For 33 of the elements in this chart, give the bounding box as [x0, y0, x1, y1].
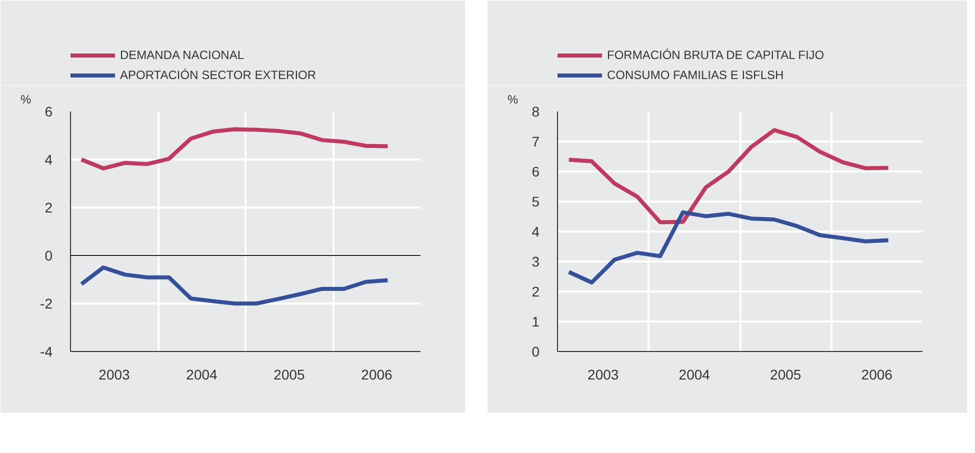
y-tick-label: 2: [532, 284, 540, 300]
line-series: [566, 128, 890, 224]
y-axis-title: %: [20, 92, 32, 106]
x-tick-label: 2004: [186, 366, 218, 382]
y-axis-title: %: [508, 92, 518, 106]
y-tick-label: 5: [532, 194, 540, 210]
legend-label: CONSUMO FAMILIAS E ISFLSH: [607, 68, 784, 82]
y-tick-label: 7: [532, 134, 540, 150]
x-tick-label: 2004: [678, 366, 710, 382]
y-tick-label: 6: [532, 164, 540, 180]
line-series: [79, 266, 390, 306]
y-tick-label: 4: [44, 152, 53, 168]
x-tick-label: 2003: [98, 366, 130, 382]
y-tick-label: -2: [40, 296, 53, 312]
legend-label: FORMACIÓN BRUTA DE CAPITAL FIJO: [607, 48, 824, 62]
x-tick-label: 2006: [861, 366, 893, 382]
y-tick-label: 6: [44, 104, 53, 120]
y-tick-label: 3: [532, 254, 540, 270]
legend-label: APORTACIÓN SECTOR EXTERIOR: [120, 68, 316, 82]
x-tick-label: 2003: [588, 366, 619, 382]
y-tick-label: 4: [532, 224, 540, 240]
y-tick-label: 0: [532, 344, 540, 360]
x-tick-label: 2005: [274, 366, 306, 382]
y-tick-label: 8: [532, 104, 540, 120]
y-tick-label: 1: [532, 314, 540, 330]
y-tick-label: 2: [44, 200, 53, 216]
x-tick-label: 2005: [770, 366, 802, 382]
legend-label: DEMANDA NACIONAL: [120, 48, 244, 62]
line-series: [79, 127, 390, 170]
x-tick-label: 2006: [361, 366, 393, 382]
line-series: [566, 210, 890, 284]
y-tick-label: -4: [40, 344, 53, 360]
y-tick-label: 0: [44, 248, 53, 264]
